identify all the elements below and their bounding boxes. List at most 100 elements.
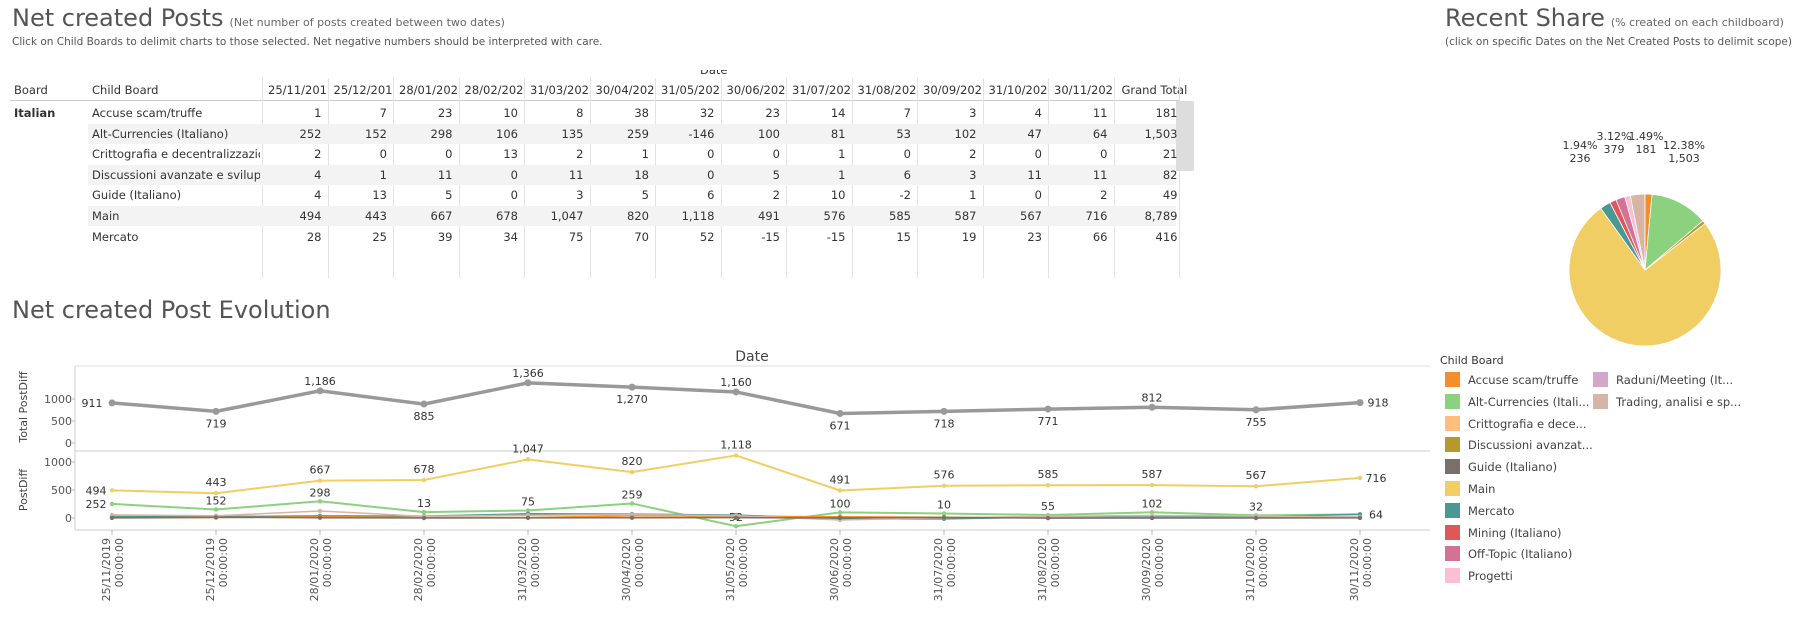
series-point bbox=[1357, 475, 1363, 481]
table-cell: 1 bbox=[969, 188, 977, 203]
table-cell: 10 bbox=[830, 188, 846, 203]
table-cell: 7 bbox=[903, 106, 911, 120]
table-cell: 0 bbox=[510, 167, 518, 182]
table-cell: 47 bbox=[1027, 126, 1042, 141]
table-col-date: 30/06/202.. bbox=[726, 83, 787, 97]
table-col-date: 31/05/202.. bbox=[661, 83, 721, 97]
series-data-label: 259 bbox=[622, 488, 643, 501]
total-data-label: 1,186 bbox=[304, 375, 336, 388]
series-point bbox=[1045, 515, 1051, 521]
table-col-date: 31/07/202.. bbox=[792, 83, 852, 97]
legend-swatch[interactable] bbox=[1445, 524, 1460, 540]
x-tick-date: 30/11/2020 bbox=[1348, 538, 1361, 601]
legend-item-label[interactable]: Alt-Currencies (Itali... bbox=[1468, 394, 1590, 409]
legend-item-label[interactable]: Progetti bbox=[1468, 569, 1513, 584]
series-point bbox=[941, 483, 947, 488]
x-tick-date: 25/11/2019 bbox=[100, 538, 113, 601]
x-tick-label: 31/03/2020 00:00:00 bbox=[516, 538, 542, 601]
x-tick-date: 31/05/2020 bbox=[724, 538, 737, 601]
table-cell: 5 bbox=[641, 188, 649, 203]
table-cell: 25 bbox=[372, 229, 387, 244]
legend-item-label[interactable]: Main bbox=[1468, 482, 1496, 496]
table-cell: 1 bbox=[314, 106, 322, 120]
legend-swatch[interactable] bbox=[1445, 372, 1460, 387]
series-data-label: 102 bbox=[1142, 497, 1163, 510]
legend-swatch[interactable] bbox=[1445, 481, 1460, 496]
legend-swatch[interactable] bbox=[1445, 502, 1460, 518]
series-point bbox=[837, 488, 843, 493]
share-pie-chart: 1.94%236 3.12%379 1.49%181 12.38%1,503 bbox=[1563, 130, 1722, 347]
legend-item-label[interactable]: Mercato bbox=[1468, 503, 1515, 518]
series-data-label: 100 bbox=[830, 497, 851, 510]
series-data-label: 567 bbox=[1246, 469, 1267, 482]
total-data-label: 1,160 bbox=[720, 376, 752, 389]
legend-swatch[interactable] bbox=[1445, 546, 1460, 562]
table-row-bg bbox=[88, 206, 1176, 226]
table-cell: 11 bbox=[568, 167, 584, 182]
legend-item-label[interactable]: Mining (Italiano) bbox=[1468, 525, 1562, 540]
table-cell: 4 bbox=[1034, 106, 1042, 120]
table-cell: 81 bbox=[830, 126, 846, 141]
total-point bbox=[628, 383, 636, 391]
table-cell: 1 bbox=[379, 167, 387, 182]
table-cell: 0 bbox=[510, 188, 518, 203]
legend-swatch[interactable] bbox=[1445, 437, 1460, 453]
table-col-date: 25/11/201.. bbox=[268, 83, 328, 97]
series-point bbox=[1357, 515, 1363, 521]
table-cell-total: 1,503 bbox=[1144, 126, 1178, 141]
legend-swatch[interactable] bbox=[1445, 415, 1460, 431]
total-data-label: 718 bbox=[934, 417, 955, 430]
table-cell: 53 bbox=[896, 126, 911, 141]
table-cell: 66 bbox=[1092, 229, 1108, 244]
legend-swatch[interactable] bbox=[1445, 459, 1460, 475]
pie-slice bbox=[1644, 193, 1704, 271]
legend-swatch[interactable] bbox=[1593, 372, 1608, 387]
table-col-date: 25/12/201.. bbox=[333, 83, 394, 97]
legend-item-label[interactable]: Guide (Italiano) bbox=[1468, 460, 1558, 475]
series-point bbox=[733, 523, 739, 529]
x-tick-label: 31/10/2020 00:00:00 bbox=[1244, 538, 1270, 601]
legend-item-label[interactable]: Trading, analisi e sp... bbox=[1616, 394, 1742, 409]
table-cell: 2 bbox=[969, 147, 977, 162]
table-scrollbar[interactable] bbox=[1176, 101, 1194, 171]
x-tick-date: 31/08/2020 bbox=[1036, 538, 1049, 601]
legend-swatch[interactable] bbox=[1445, 568, 1460, 584]
pie-label-count: 236 bbox=[1570, 152, 1591, 165]
legend-item-label[interactable]: Discussioni avanzat... bbox=[1468, 438, 1593, 453]
series-point bbox=[421, 509, 427, 515]
table-cell: 820 bbox=[627, 209, 649, 223]
series-data-label: 55 bbox=[1041, 500, 1055, 513]
table-col-board: Board bbox=[14, 83, 48, 97]
total-data-label: 719 bbox=[206, 417, 227, 430]
series-data-label: 585 bbox=[1038, 468, 1059, 481]
x-tick-date: 31/03/2020 bbox=[516, 538, 529, 601]
total-data-label: 671 bbox=[830, 419, 851, 432]
table-cell: 0 bbox=[707, 147, 715, 162]
x-tick-time: 00:00:00 bbox=[425, 538, 438, 587]
x-tick-label: 25/11/2019 00:00:00 bbox=[100, 538, 126, 601]
legend-swatch[interactable] bbox=[1593, 393, 1608, 409]
table-cell: 64 bbox=[1092, 126, 1108, 141]
x-tick-label: 28/02/2020 00:00:00 bbox=[412, 538, 438, 601]
total-point bbox=[1044, 405, 1052, 413]
table-cell: 52 bbox=[699, 229, 715, 244]
table-row-label: Mercato bbox=[92, 229, 139, 244]
page-title: Net created Posts (Net number of posts cr… bbox=[12, 4, 505, 32]
table-cell: 135 bbox=[561, 126, 584, 141]
x-tick-time: 00:00:00 bbox=[1049, 538, 1062, 587]
table-cell: 28 bbox=[306, 229, 322, 244]
legend-item-label[interactable]: Raduni/Meeting (It... bbox=[1616, 373, 1734, 387]
total-data-label: 1,270 bbox=[616, 393, 648, 406]
legend-swatch[interactable] bbox=[1445, 393, 1460, 409]
table-cell: 3 bbox=[969, 106, 977, 120]
series-point bbox=[1149, 515, 1155, 521]
legend-item-label[interactable]: Off-Topic (Italiano) bbox=[1468, 547, 1573, 562]
series-point bbox=[837, 515, 843, 521]
table-cell: 716 bbox=[1085, 209, 1108, 223]
table-col-grand-total: Grand Total bbox=[1121, 83, 1188, 97]
legend-item-label[interactable]: Accuse scam/truffe bbox=[1468, 373, 1579, 387]
legend-item-label[interactable]: Crittografia e dece... bbox=[1468, 416, 1587, 431]
table-cell: 587 bbox=[954, 209, 977, 223]
evolution-title: Net created Post Evolution bbox=[12, 296, 331, 324]
table-col-child: Child Board bbox=[92, 83, 159, 97]
